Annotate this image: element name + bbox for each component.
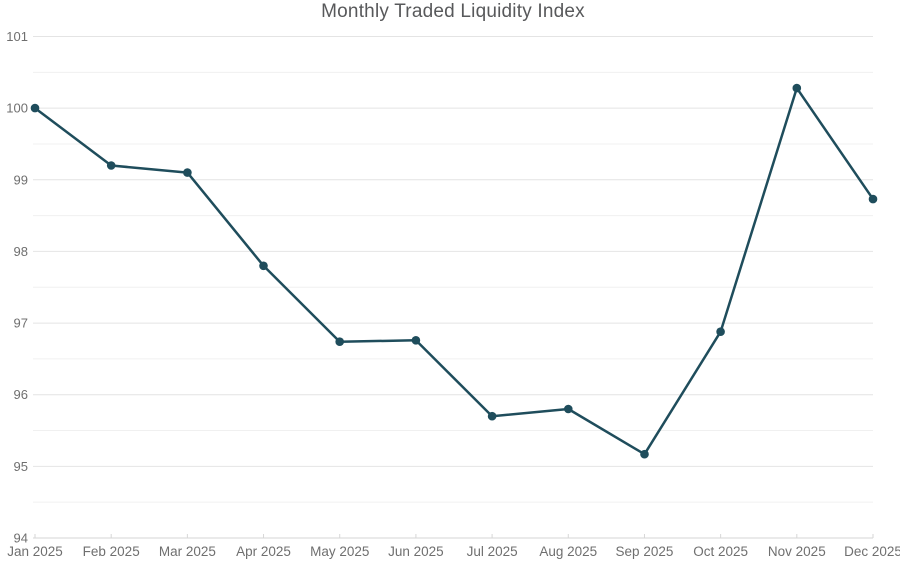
x-tick-label: Jun 2025 [388, 544, 444, 559]
x-tick-label: Dec 2025 [844, 544, 900, 559]
x-tick-label: Jul 2025 [467, 544, 518, 559]
x-tick-label: Apr 2025 [236, 544, 291, 559]
data-point [30, 103, 40, 113]
x-tick-label: Feb 2025 [83, 544, 140, 559]
x-tick-label: Nov 2025 [768, 544, 826, 559]
y-tick-label: 100 [6, 101, 28, 116]
x-tick-label: Jan 2025 [7, 544, 63, 559]
x-tick-label: Oct 2025 [693, 544, 748, 559]
y-tick-label: 96 [14, 387, 28, 402]
y-tick-label: 101 [6, 29, 28, 44]
data-point [564, 404, 573, 414]
data-point [106, 161, 116, 170]
data-point [868, 194, 878, 204]
data-point [640, 449, 649, 459]
x-tick-label: Aug 2025 [539, 544, 597, 559]
y-tick-label: 98 [14, 244, 28, 259]
x-tick-label: Sep 2025 [616, 544, 674, 559]
y-tick-label: 94 [14, 531, 28, 546]
y-tick-label: 99 [14, 172, 28, 187]
data-point [487, 411, 497, 421]
x-tick-label: Mar 2025 [159, 544, 216, 559]
data-point [183, 168, 192, 177]
series-line [33, 86, 875, 456]
x-tick-label: May 2025 [310, 544, 369, 559]
data-point [335, 337, 345, 347]
y-tick-label: 95 [14, 459, 28, 474]
data-point [716, 327, 725, 337]
data-point [411, 336, 421, 345]
y-tick-label: 97 [14, 316, 28, 331]
data-point [792, 83, 802, 93]
data-point [259, 261, 268, 271]
